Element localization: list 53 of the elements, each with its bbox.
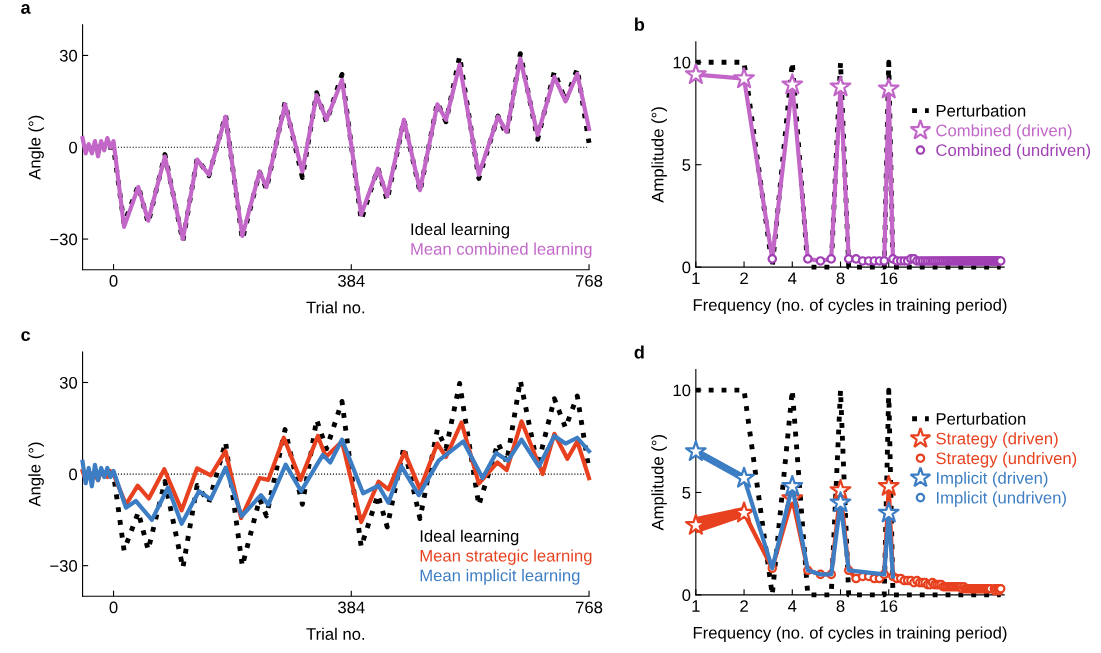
- x-tick-label: 2: [740, 600, 748, 612]
- legend-label: Strategy (undriven): [936, 451, 1077, 468]
- x-tick-label: 384: [338, 274, 365, 287]
- y-tick-label: 30: [59, 49, 78, 62]
- legend-label: Implicit (undriven): [937, 491, 1066, 507]
- x-tick-label: 768: [575, 274, 603, 287]
- text: Mean implicit learning: [420, 569, 580, 585]
- x-axis-title: Frequency (no. of cycles in training period): [693, 626, 1007, 642]
- y-tick-label: 0: [682, 589, 691, 602]
- y-tick-label: 0: [69, 141, 78, 154]
- y-tick-label: 10: [673, 384, 691, 397]
- y-tick-label: −30: [50, 560, 78, 572]
- x-tick-label: 16: [880, 272, 898, 285]
- x-tick-label: 384: [338, 601, 365, 614]
- x-tick-label: 16: [880, 600, 898, 612]
- text: Mean strategic learning: [420, 549, 592, 565]
- text: Mean combined learning: [411, 242, 592, 259]
- y-axis-title: Amplitude (°): [651, 107, 667, 203]
- series-label: Ideal learning: [420, 529, 519, 546]
- x-axis-title: Trial no.: [306, 627, 365, 640]
- y-tick-label: 10: [673, 56, 691, 69]
- legend-label: Combined (undriven): [936, 143, 1091, 160]
- x-tick-label: 8: [836, 600, 845, 612]
- x-axis-title: Trial no.: [306, 301, 365, 314]
- x-tick-label: 0: [109, 601, 118, 614]
- chart-title: c: [21, 331, 31, 342]
- y-axis-title: Angle (°): [28, 115, 44, 180]
- x-tick-label: 0: [109, 274, 118, 287]
- chart-title: b: [635, 17, 645, 31]
- x-tick-label: 8: [836, 272, 845, 285]
- y-tick-label: −30: [50, 233, 78, 246]
- legend-label: Perturbation: [936, 412, 1026, 425]
- x-tick-label: 1: [692, 272, 700, 285]
- x-tick-label: 2: [740, 272, 748, 285]
- x-tick-label: 768: [575, 601, 603, 614]
- legend-label: Implicit (driven): [937, 471, 1048, 488]
- y-axis-title: Amplitude (°): [651, 435, 667, 531]
- y-tick-label: 0: [69, 468, 78, 481]
- chart-title: d: [634, 345, 644, 359]
- y-tick-label: 0: [682, 261, 691, 274]
- chart-title: a: [21, 3, 31, 14]
- y-tick-label: 5: [682, 159, 691, 171]
- legend-label: Perturbation: [936, 104, 1026, 117]
- x-axis-title: Frequency (no. of cycles in training period): [693, 298, 1007, 315]
- legend-label: Combined (driven): [936, 124, 1072, 140]
- legend-label: Strategy (driven): [936, 432, 1058, 448]
- x-tick-label: 4: [788, 600, 797, 612]
- x-tick-label: 4: [788, 272, 797, 285]
- x-tick-label: 1: [692, 600, 700, 612]
- y-tick-label: 30: [59, 376, 78, 389]
- y-axis-title: Angle (°): [28, 442, 44, 507]
- series-label: Ideal learning: [411, 222, 509, 239]
- y-tick-label: 5: [682, 487, 691, 499]
